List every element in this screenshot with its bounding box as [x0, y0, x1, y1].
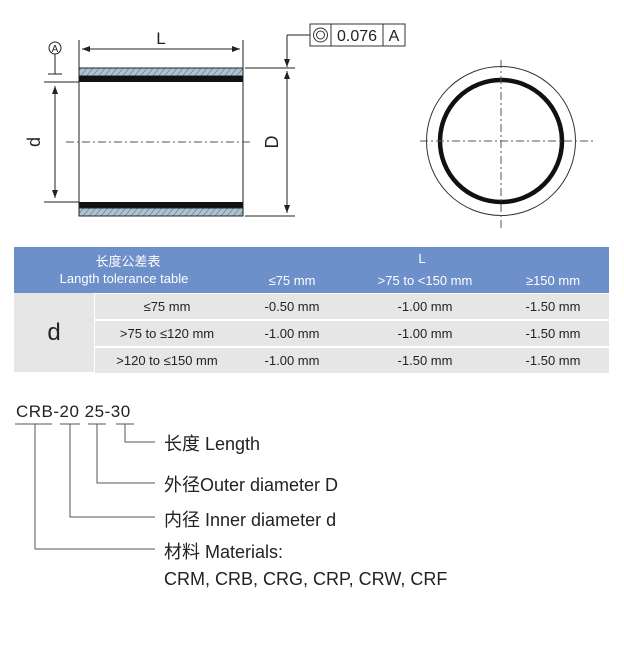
- datum-label: A: [52, 44, 59, 55]
- inner-dim-label: d: [24, 137, 44, 147]
- column-group-label: L: [418, 251, 426, 266]
- side-view: L d A D: [24, 23, 406, 217]
- code-example: CRB-20 25-30: [16, 402, 131, 421]
- value-cell: -1.00 mm: [264, 326, 320, 341]
- value-cell: -1.00 mm: [397, 299, 453, 314]
- table-header: 长度公差表 Langth tolerance table L ≤75 mm >7…: [14, 247, 609, 293]
- value-cell: -1.00 mm: [397, 326, 453, 341]
- tolerance-frame: 0.076 A: [309, 23, 406, 47]
- table-title-cn: 长度公差表: [95, 254, 161, 269]
- value-cell: -1.50 mm: [525, 299, 581, 314]
- materials-list: CRM, CRB, CRG, CRP, CRW, CRF: [164, 569, 448, 589]
- bushing-drawing: L d A D: [24, 23, 595, 228]
- end-view: [420, 60, 595, 228]
- legend-materials: 材料 Materials:: [164, 542, 284, 562]
- range-cell: >75 to ≤120 mm: [119, 326, 215, 341]
- column-header: ≤75 mm: [268, 273, 316, 288]
- length-dim-label: L: [156, 29, 165, 48]
- table-title-en: Langth tolerance table: [59, 271, 189, 286]
- table-row: >120 to ≤150 mm -1.00 mm -1.50 mm -1.50 …: [95, 348, 609, 373]
- value-cell: -1.00 mm: [264, 353, 320, 368]
- concentricity-icon: [313, 27, 328, 43]
- code-leader-lines: [15, 423, 155, 550]
- range-cell: >120 to ≤150 mm: [116, 353, 218, 368]
- value-cell: -1.50 mm: [525, 326, 581, 341]
- column-header: >75 to <150 mm: [377, 273, 473, 288]
- legend-outer-diameter: 外径Outer diameter D: [164, 475, 339, 495]
- table-row: ≤75 mm -0.50 mm -1.00 mm -1.50 mm: [95, 294, 609, 319]
- outer-dim-label: D: [262, 136, 282, 149]
- legend-inner-diameter: 内径 Inner diameter d: [164, 510, 337, 530]
- column-header: ≥150 mm: [525, 273, 581, 288]
- row-group-cell: d: [14, 293, 94, 372]
- value-cell: -0.50 mm: [264, 299, 320, 314]
- legend-length: 长度 Length: [164, 434, 261, 454]
- value-cell: -1.50 mm: [525, 353, 581, 368]
- tolerance-value: 0.076: [337, 28, 377, 45]
- value-cell: -1.50 mm: [397, 353, 453, 368]
- table-row: >75 to ≤120 mm -1.00 mm -1.00 mm -1.50 m…: [95, 321, 609, 346]
- row-group-label: d: [47, 319, 61, 346]
- tolerance-datum: A: [389, 28, 400, 45]
- range-cell: ≤75 mm: [143, 299, 191, 314]
